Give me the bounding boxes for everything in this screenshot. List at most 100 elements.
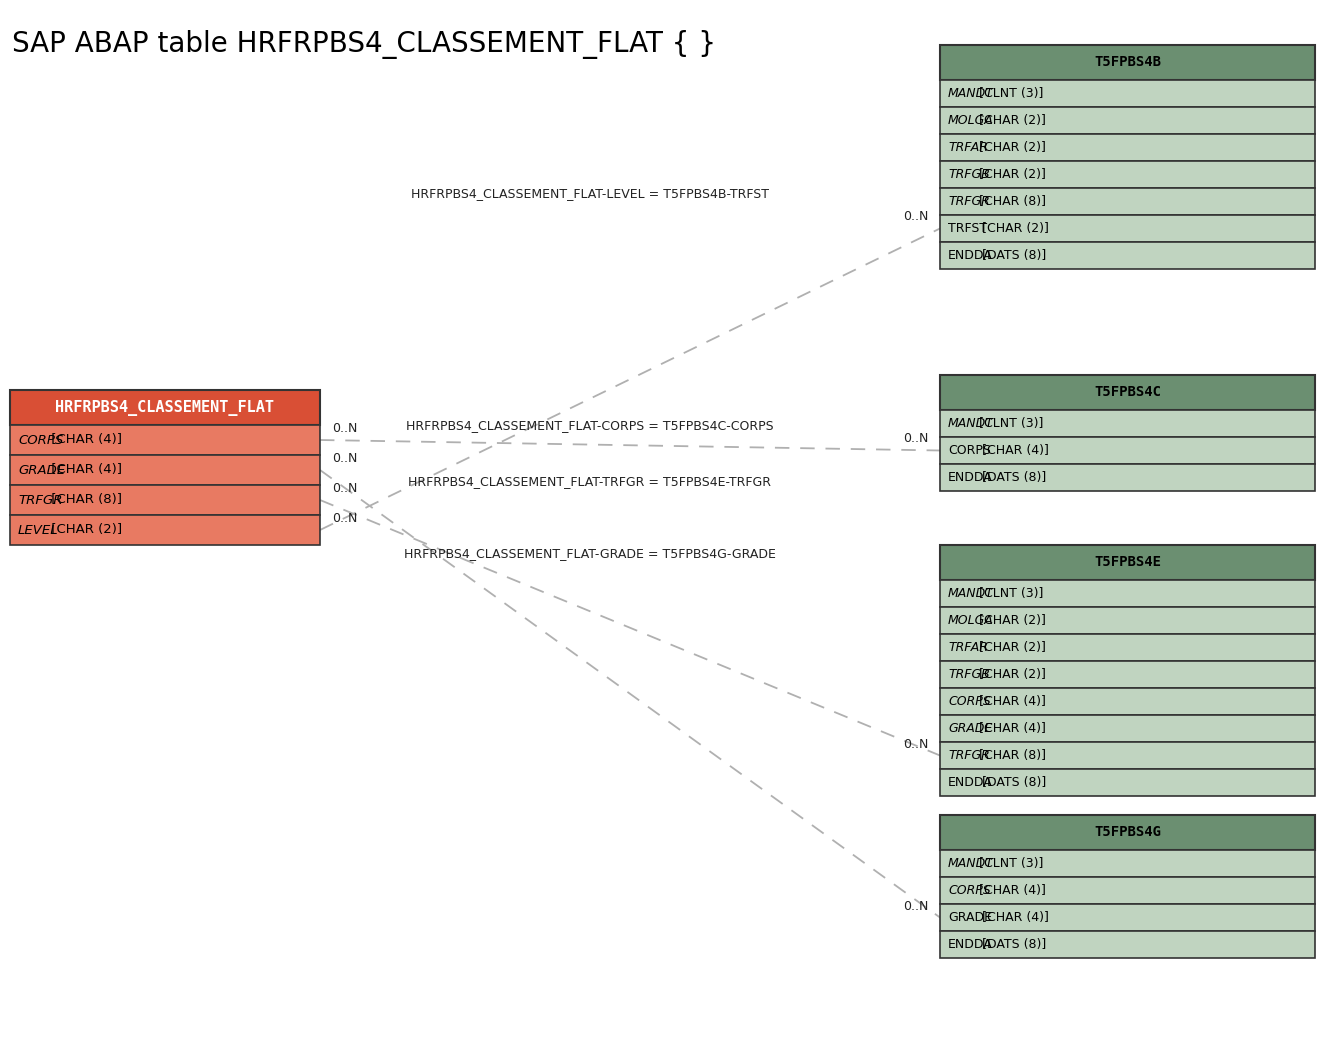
Text: GRADE: GRADE (948, 722, 992, 735)
Bar (940, 715, 1315, 742)
Text: [CLNT (3)]: [CLNT (3)] (976, 418, 1044, 430)
Text: ENDDA: ENDDA (948, 776, 993, 789)
Text: [CHAR (8)]: [CHAR (8)] (976, 195, 1047, 208)
Bar (940, 904, 1315, 932)
Text: CORPS: CORPS (17, 433, 63, 447)
Text: GRADE: GRADE (948, 911, 992, 924)
Text: [CHAR (4)]: [CHAR (4)] (979, 911, 1049, 924)
Text: MANDT: MANDT (948, 87, 993, 100)
Text: HRFRPBS4_CLASSEMENT_FLAT-LEVEL = T5FPBS4B-TRFST: HRFRPBS4_CLASSEMENT_FLAT-LEVEL = T5FPBS4… (411, 187, 769, 200)
Text: [CHAR (4)]: [CHAR (4)] (47, 433, 121, 447)
Text: T5FPBS4C: T5FPBS4C (1093, 385, 1161, 400)
Text: T5FPBS4E: T5FPBS4E (1093, 556, 1161, 570)
Text: TRFGR: TRFGR (17, 493, 63, 507)
Bar (940, 661, 1315, 688)
Text: CORPS: CORPS (948, 695, 991, 708)
Bar (940, 107, 1315, 134)
Text: [CHAR (2)]: [CHAR (2)] (976, 168, 1047, 181)
Text: T5FPBS4B: T5FPBS4B (1093, 56, 1161, 69)
Text: TRFAR: TRFAR (948, 141, 988, 154)
Text: [CHAR (4)]: [CHAR (4)] (979, 444, 1049, 457)
Bar (940, 410, 1315, 437)
Bar (9, 485, 320, 515)
Text: MOLGA: MOLGA (948, 614, 993, 627)
Text: T5FPBS4G: T5FPBS4G (1093, 826, 1161, 839)
Text: [CLNT (3)]: [CLNT (3)] (976, 857, 1044, 870)
Bar (940, 932, 1315, 958)
Text: HRFRPBS4_CLASSEMENT_FLAT: HRFRPBS4_CLASSEMENT_FLAT (56, 400, 275, 415)
Text: [CLNT (3)]: [CLNT (3)] (976, 87, 1044, 100)
Bar (940, 545, 1315, 580)
Text: TRFGB: TRFGB (948, 168, 989, 181)
Text: 0..N: 0..N (902, 432, 928, 446)
Text: [CHAR (4)]: [CHAR (4)] (976, 722, 1047, 735)
Bar (940, 160, 1315, 188)
Text: GRADE: GRADE (17, 464, 65, 476)
Bar (9, 425, 320, 455)
Text: [CHAR (2)]: [CHAR (2)] (976, 668, 1047, 681)
Text: [CHAR (2)]: [CHAR (2)] (976, 614, 1047, 627)
Text: 0..N: 0..N (902, 737, 928, 750)
Text: TRFGR: TRFGR (948, 749, 989, 762)
Text: 0..N: 0..N (332, 481, 358, 495)
Bar (940, 850, 1315, 877)
Bar (9, 515, 320, 545)
Bar (9, 390, 320, 425)
Text: ENDDA: ENDDA (948, 938, 993, 951)
Text: [CHAR (2)]: [CHAR (2)] (976, 114, 1047, 127)
Text: TRFGR: TRFGR (948, 195, 989, 208)
Text: 0..N: 0..N (332, 422, 358, 435)
Bar (940, 242, 1315, 269)
Bar (940, 188, 1315, 215)
Text: [DATS (8)]: [DATS (8)] (979, 471, 1047, 484)
Text: [CHAR (2)]: [CHAR (2)] (976, 641, 1047, 654)
Text: SAP ABAP table HRFRPBS4_CLASSEMENT_FLAT { }: SAP ABAP table HRFRPBS4_CLASSEMENT_FLAT … (12, 30, 716, 59)
Text: [DATS (8)]: [DATS (8)] (979, 938, 1047, 951)
Bar (940, 688, 1315, 715)
Text: MOLGA: MOLGA (948, 114, 993, 127)
Text: [CHAR (4)]: [CHAR (4)] (47, 464, 121, 476)
Text: MANDT: MANDT (948, 587, 993, 600)
Text: 0..N: 0..N (332, 452, 358, 465)
Text: MANDT: MANDT (948, 418, 993, 430)
Bar (940, 580, 1315, 607)
Text: TRFST: TRFST (948, 222, 987, 235)
Text: [CHAR (4)]: [CHAR (4)] (976, 884, 1047, 897)
Text: LEVEL: LEVEL (17, 523, 59, 536)
Text: [CHAR (2)]: [CHAR (2)] (979, 222, 1049, 235)
Bar (940, 374, 1315, 410)
Bar (940, 815, 1315, 850)
Text: ENDDA: ENDDA (948, 249, 993, 262)
Text: [CHAR (2)]: [CHAR (2)] (47, 523, 121, 536)
Text: MANDT: MANDT (948, 857, 993, 870)
Text: CORPS: CORPS (948, 444, 991, 457)
Bar (9, 455, 320, 485)
Text: 0..N: 0..N (902, 211, 928, 223)
Text: [CHAR (4)]: [CHAR (4)] (976, 695, 1047, 708)
Text: HRFRPBS4_CLASSEMENT_FLAT-GRADE = T5FPBS4G-GRADE: HRFRPBS4_CLASSEMENT_FLAT-GRADE = T5FPBS4… (405, 547, 776, 560)
Text: [CLNT (3)]: [CLNT (3)] (976, 587, 1044, 600)
Bar (940, 742, 1315, 769)
Text: [CHAR (2)]: [CHAR (2)] (976, 141, 1047, 154)
Bar (940, 464, 1315, 491)
Text: [DATS (8)]: [DATS (8)] (979, 776, 1047, 789)
Text: [CHAR (8)]: [CHAR (8)] (976, 749, 1047, 762)
Text: ENDDA: ENDDA (948, 471, 993, 484)
Bar (940, 437, 1315, 464)
Bar (940, 45, 1315, 80)
Text: TRFAR: TRFAR (948, 641, 988, 654)
Text: TRFGB: TRFGB (948, 668, 989, 681)
Bar (940, 769, 1315, 796)
Bar (940, 607, 1315, 634)
Text: HRFRPBS4_CLASSEMENT_FLAT-TRFGR = T5FPBS4E-TRFGR: HRFRPBS4_CLASSEMENT_FLAT-TRFGR = T5FPBS4… (409, 475, 772, 488)
Bar (940, 634, 1315, 661)
Bar (940, 877, 1315, 904)
Text: [DATS (8)]: [DATS (8)] (979, 249, 1047, 262)
Text: 0..N: 0..N (332, 512, 358, 524)
Bar (940, 80, 1315, 107)
Bar (940, 134, 1315, 160)
Text: 0..N: 0..N (902, 899, 928, 913)
Bar (940, 215, 1315, 242)
Text: [CHAR (8)]: [CHAR (8)] (47, 493, 121, 507)
Text: CORPS: CORPS (948, 884, 991, 897)
